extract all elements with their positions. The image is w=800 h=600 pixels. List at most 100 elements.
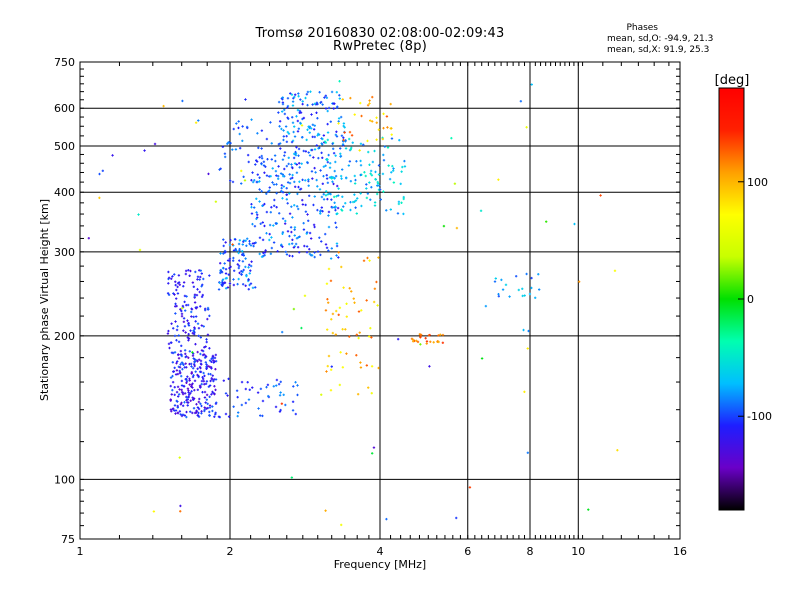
data-point bbox=[261, 238, 265, 242]
data-point bbox=[172, 327, 175, 330]
data-point bbox=[327, 210, 331, 214]
data-point bbox=[180, 384, 184, 387]
data-point bbox=[544, 220, 548, 223]
data-point bbox=[313, 124, 316, 127]
data-point bbox=[258, 188, 261, 191]
data-point bbox=[244, 98, 247, 101]
data-point bbox=[296, 119, 300, 123]
data-point bbox=[282, 138, 285, 142]
data-point bbox=[365, 183, 368, 186]
data-point bbox=[322, 165, 326, 168]
data-point bbox=[250, 178, 253, 182]
data-point bbox=[226, 394, 229, 397]
data-point bbox=[101, 169, 105, 173]
data-point bbox=[186, 398, 190, 401]
data-point bbox=[209, 379, 212, 383]
data-point bbox=[377, 173, 381, 176]
data-point bbox=[211, 390, 214, 394]
data-point bbox=[285, 193, 289, 196]
data-point bbox=[195, 411, 198, 414]
data-point bbox=[208, 365, 211, 369]
data-point bbox=[176, 411, 179, 415]
data-point bbox=[199, 352, 202, 356]
data-point bbox=[293, 204, 296, 207]
data-point bbox=[308, 231, 312, 235]
x-tick-label: 10 bbox=[571, 545, 585, 558]
data-point bbox=[316, 134, 319, 137]
data-point bbox=[269, 175, 272, 178]
data-point bbox=[312, 156, 315, 159]
data-point bbox=[337, 256, 340, 259]
data-point bbox=[508, 295, 511, 298]
data-point bbox=[265, 137, 269, 141]
data-point bbox=[385, 517, 388, 521]
data-point bbox=[365, 187, 368, 190]
data-point bbox=[321, 103, 324, 106]
data-point bbox=[190, 390, 193, 393]
data-point bbox=[370, 452, 374, 455]
data-point bbox=[276, 250, 279, 253]
data-point bbox=[199, 275, 202, 279]
data-point bbox=[182, 281, 186, 284]
data-point bbox=[236, 414, 239, 418]
data-point bbox=[193, 388, 196, 392]
data-point bbox=[224, 287, 228, 290]
data-point bbox=[280, 127, 283, 131]
data-point bbox=[377, 164, 381, 167]
data-point bbox=[307, 194, 311, 197]
data-point bbox=[207, 372, 210, 376]
data-point bbox=[334, 205, 337, 208]
data-point bbox=[336, 212, 339, 215]
data-point bbox=[437, 340, 440, 344]
data-point bbox=[268, 189, 271, 192]
data-point bbox=[382, 153, 385, 157]
data-point bbox=[244, 401, 248, 405]
data-point bbox=[312, 203, 315, 207]
data-point bbox=[268, 238, 271, 242]
data-point bbox=[176, 360, 179, 363]
data-point bbox=[320, 195, 324, 199]
data-point bbox=[181, 306, 184, 310]
data-point bbox=[278, 125, 281, 128]
data-point bbox=[300, 326, 303, 330]
data-point bbox=[255, 159, 258, 162]
data-point bbox=[272, 241, 276, 244]
data-point bbox=[402, 195, 405, 199]
data-point bbox=[344, 176, 348, 180]
data-point bbox=[237, 242, 241, 246]
data-point bbox=[208, 274, 211, 277]
data-point bbox=[424, 336, 427, 340]
data-point bbox=[283, 108, 286, 112]
data-point bbox=[313, 148, 317, 151]
data-point bbox=[343, 126, 346, 129]
data-point bbox=[231, 180, 235, 184]
data-point bbox=[388, 177, 392, 181]
data-point bbox=[291, 173, 294, 177]
data-point bbox=[530, 276, 533, 280]
data-point bbox=[190, 315, 193, 318]
data-point bbox=[455, 226, 459, 230]
data-point bbox=[111, 154, 114, 157]
data-point bbox=[274, 169, 278, 173]
data-point bbox=[191, 375, 195, 379]
data-point bbox=[286, 130, 289, 134]
data-point bbox=[322, 198, 326, 201]
data-point bbox=[208, 404, 212, 407]
data-point bbox=[286, 116, 289, 119]
data-point bbox=[241, 250, 244, 253]
data-point bbox=[365, 299, 368, 302]
data-point bbox=[307, 219, 310, 222]
data-point bbox=[292, 385, 295, 388]
data-point bbox=[335, 106, 339, 110]
data-point bbox=[180, 361, 184, 364]
data-point bbox=[319, 169, 322, 172]
data-point bbox=[353, 174, 356, 178]
data-point bbox=[192, 332, 196, 336]
data-point bbox=[263, 254, 266, 257]
data-point bbox=[297, 92, 300, 95]
data-point bbox=[180, 312, 184, 316]
data-point bbox=[201, 283, 204, 287]
data-point bbox=[528, 292, 532, 296]
data-point bbox=[281, 173, 285, 176]
data-point bbox=[312, 128, 316, 131]
